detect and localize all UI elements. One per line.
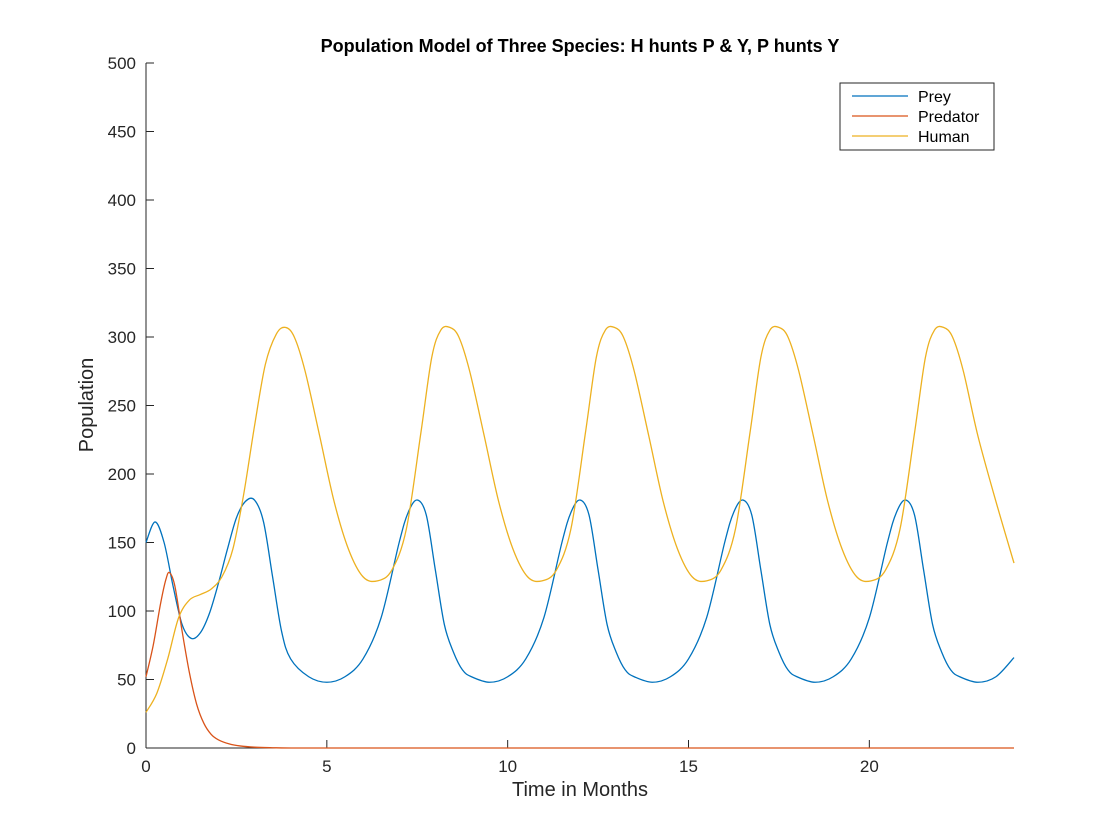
series-line-predator [145, 571, 1015, 749]
x-tick-label: 20 [860, 757, 879, 776]
x-tick-label: 5 [322, 757, 331, 776]
y-tick-label: 100 [108, 602, 136, 621]
chart-title: Population Model of Three Species: H hun… [321, 36, 840, 56]
x-tick-label: 15 [679, 757, 698, 776]
y-tick-label: 200 [108, 465, 136, 484]
legend-label-predator: Predator [918, 109, 980, 126]
legend-label-human: Human [918, 129, 970, 146]
y-axis-label: Population [76, 358, 98, 453]
y-tick-label: 0 [127, 739, 136, 758]
x-tick-label: 10 [498, 757, 517, 776]
legend: Prey Predator Human [839, 82, 995, 151]
y-tick-label: 150 [108, 534, 136, 553]
legend-label-prey: Prey [918, 89, 951, 106]
y-tick-label: 400 [108, 191, 136, 210]
y-tick-label: 50 [117, 671, 136, 690]
y-tick-label: 300 [108, 328, 136, 347]
y-tick-label: 500 [108, 54, 136, 73]
y-tick-label: 450 [108, 123, 136, 142]
x-axis-label: Time in Months [512, 779, 648, 801]
y-tick-label: 250 [108, 397, 136, 416]
x-tick-label: 0 [141, 757, 150, 776]
series-layer [145, 325, 1015, 749]
plot-axes: 0 50 100 150 200 250 300 350 400 450 500 0 5 10 15 20 [108, 54, 1014, 776]
series-line-prey [145, 497, 1015, 683]
series-line-human [145, 325, 1015, 713]
y-tick-label: 350 [108, 260, 136, 279]
